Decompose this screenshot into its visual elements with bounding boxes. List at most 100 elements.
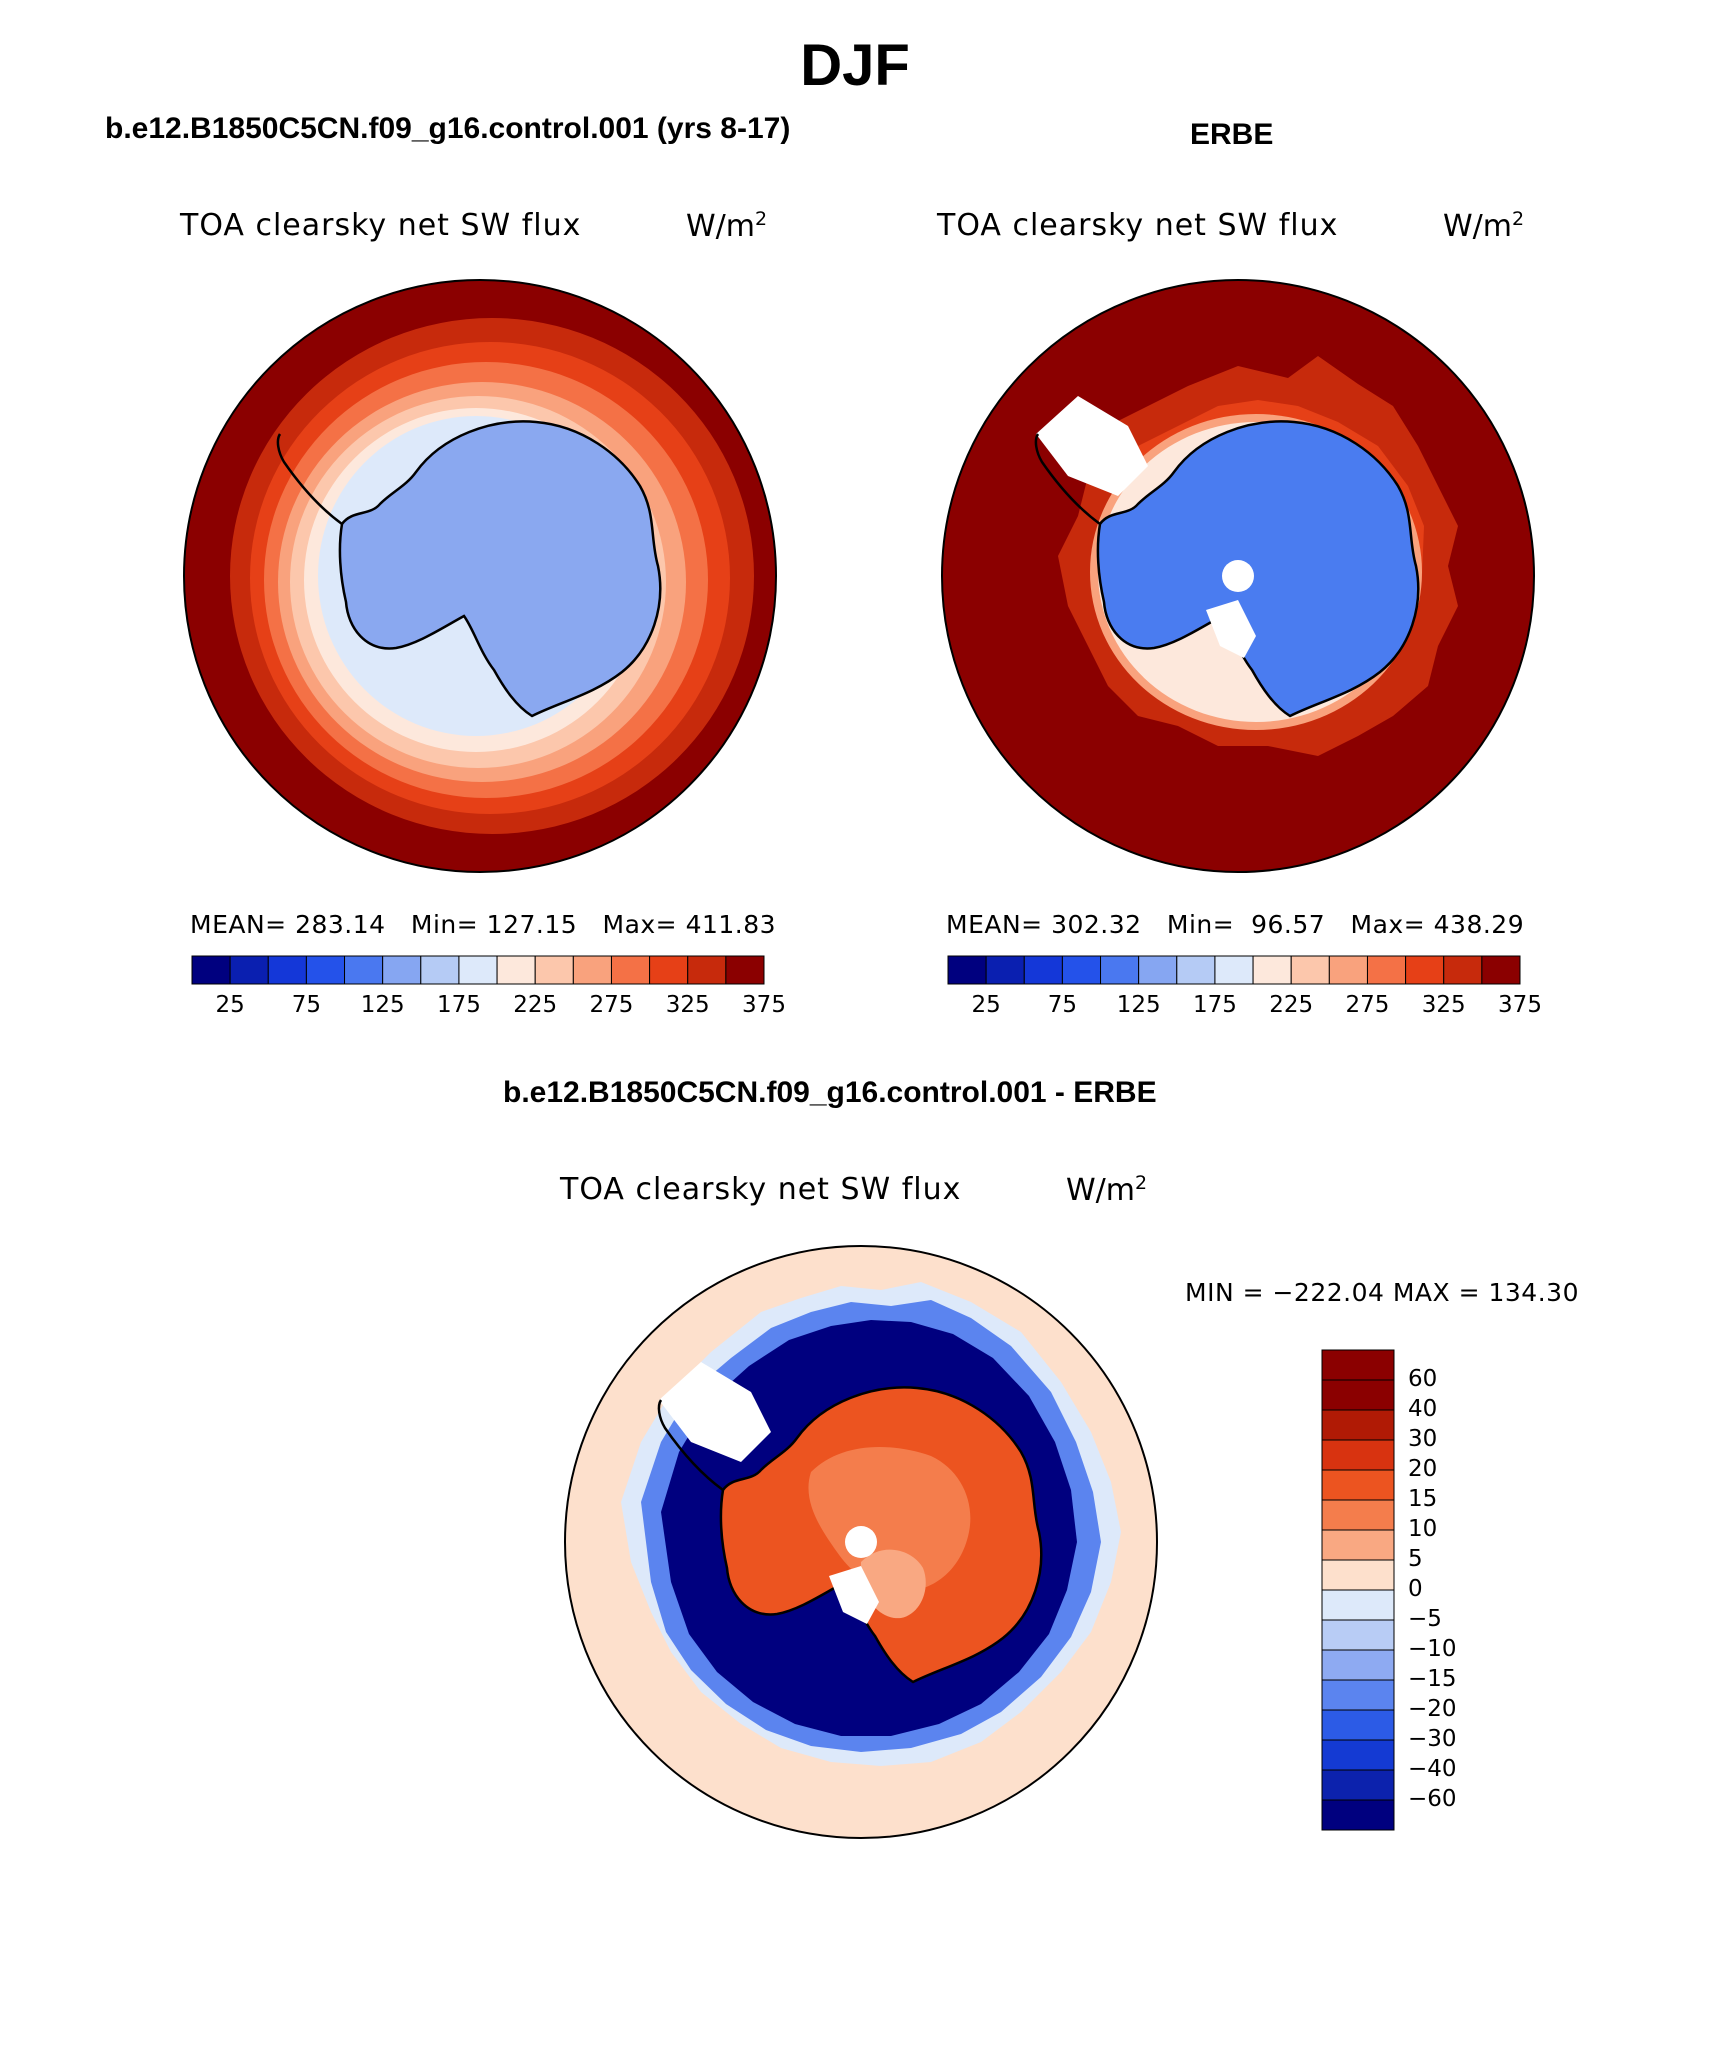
colorbar-swatch (191, 955, 231, 985)
colorbar-tick-label: 0 (1408, 1576, 1423, 1602)
colorbar-swatch (1481, 955, 1521, 985)
model-variable-title: TOA clearsky net SW flux (180, 208, 582, 243)
colorbar-swatch (534, 955, 574, 985)
colorbar-tick-label: 325 (665, 992, 710, 1018)
obs-antarctica (1096, 420, 1420, 718)
model-antarctica (338, 420, 662, 718)
obs-missing-data (1206, 600, 1256, 658)
colorbar-tick-label: 325 (1421, 992, 1466, 1018)
colorbar-tick-label: −40 (1408, 1756, 1457, 1782)
colorbar-tick-label: 25 (971, 992, 1001, 1018)
colorbar-swatch (947, 955, 987, 985)
colorbar-swatch (1321, 1469, 1395, 1501)
diff-polar-map (564, 1245, 1158, 1839)
colorbar-swatch (1023, 955, 1063, 985)
colorbar-swatch (649, 955, 689, 985)
colorbar-swatch (1321, 1589, 1395, 1621)
colorbar-tick-label: −20 (1408, 1696, 1457, 1722)
colorbar-tick-label: 125 (1116, 992, 1161, 1018)
colorbar-swatch (1321, 1559, 1395, 1591)
obs-variable-title: TOA clearsky net SW flux (937, 208, 1339, 243)
colorbar-tick-label: 375 (1498, 992, 1542, 1018)
colorbar-tick-label: 75 (1047, 992, 1078, 1018)
colorbar-swatch (229, 955, 269, 985)
colorbar-swatch (687, 955, 727, 985)
colorbar-tick-label: 75 (291, 992, 322, 1018)
season-title: DJF (800, 33, 910, 98)
diff-variable-title: TOA clearsky net SW flux (560, 1172, 962, 1207)
colorbar-swatch (344, 955, 384, 985)
diff-colorbar (1321, 1349, 1395, 1831)
colorbar-tick-label: −60 (1408, 1786, 1457, 1812)
colorbar-swatch (572, 955, 612, 985)
colorbar-swatch (458, 955, 498, 985)
colorbar-tick-label: 375 (742, 992, 786, 1018)
colorbar-swatch (1321, 1709, 1395, 1741)
colorbar-swatch (1321, 1649, 1395, 1681)
colorbar-swatch (1328, 955, 1368, 985)
colorbar-tick-label: 225 (513, 992, 558, 1018)
colorbar-tick-label: 275 (1345, 992, 1390, 1018)
model-polar-map (183, 279, 777, 873)
colorbar-swatch (1321, 1619, 1395, 1651)
colorbar-tick-label: −5 (1408, 1606, 1442, 1632)
colorbar-tick-label: 175 (1192, 992, 1237, 1018)
obs-stats: MEAN= 302.32 Min= 96.57 Max= 438.29 (946, 910, 1525, 939)
diff-caption: b.e12.B1850C5CN.f09_g16.control.001 - ER… (503, 1076, 1157, 1109)
obs-missing-data (1036, 396, 1148, 496)
colorbar-tick-label: 20 (1408, 1456, 1438, 1482)
colorbar-swatch (1321, 1379, 1395, 1411)
colorbar-swatch (1321, 1769, 1395, 1801)
colorbar-swatch (985, 955, 1025, 985)
colorbar-swatch (1443, 955, 1483, 985)
colorbar-tick-label: 10 (1408, 1516, 1438, 1542)
colorbar-tick-label: 125 (360, 992, 405, 1018)
model-caption: b.e12.B1850C5CN.f09_g16.control.001 (yrs… (105, 112, 791, 145)
colorbar-swatch (1321, 1409, 1395, 1441)
colorbar-swatch (420, 955, 460, 985)
colorbar-swatch (1138, 955, 1178, 985)
colorbar-swatch (1321, 1499, 1395, 1531)
diff-missing-data (659, 1362, 771, 1462)
diff-missing-data (829, 1566, 879, 1624)
colorbar-swatch (1061, 955, 1102, 985)
colorbar-swatch (1366, 955, 1407, 985)
colorbar-tick-label: 40 (1408, 1396, 1438, 1422)
diff-units: W/m2 (1066, 1172, 1148, 1208)
colorbar-swatch (1405, 955, 1445, 985)
colorbar-swatch (267, 955, 307, 985)
colorbar-tick-label: 5 (1408, 1546, 1423, 1572)
colorbar-swatch (1321, 1799, 1395, 1831)
diff-peninsula (657, 1399, 724, 1492)
diff-pole-hole (845, 1526, 877, 1558)
colorbar-swatch (1321, 1679, 1395, 1711)
obs-colorbar (947, 955, 1521, 985)
diff-land-interior (808, 1446, 971, 1592)
colorbar-swatch (1290, 955, 1330, 985)
model-peninsula (276, 433, 343, 526)
colorbar-swatch (1321, 1349, 1395, 1381)
colorbar-swatch (1321, 1739, 1395, 1771)
colorbar-tick-label: 30 (1408, 1426, 1438, 1452)
colorbar-swatch (725, 955, 765, 985)
obs-units: W/m2 (1443, 208, 1525, 244)
obs-pole-hole (1222, 560, 1254, 592)
colorbar-tick-label: −30 (1408, 1726, 1457, 1752)
obs-peninsula (1034, 433, 1101, 526)
model-colorbar (191, 955, 765, 985)
colorbar-tick-label: −10 (1408, 1636, 1457, 1662)
colorbar-swatch (382, 955, 422, 985)
colorbar-swatch (1321, 1439, 1395, 1471)
colorbar-tick-label: 25 (215, 992, 245, 1018)
colorbar-swatch (305, 955, 346, 985)
colorbar-swatch (610, 955, 651, 985)
colorbar-swatch (496, 955, 536, 985)
colorbar-swatch (1321, 1529, 1395, 1561)
colorbar-tick-label: −15 (1408, 1666, 1457, 1692)
colorbar-swatch (1214, 955, 1254, 985)
colorbar-tick-label: 225 (1269, 992, 1314, 1018)
colorbar-swatch (1252, 955, 1292, 985)
colorbar-swatch (1100, 955, 1140, 985)
colorbar-tick-label: 275 (589, 992, 634, 1018)
model-stats: MEAN= 283.14 Min= 127.15 Max= 411.83 (190, 910, 777, 939)
